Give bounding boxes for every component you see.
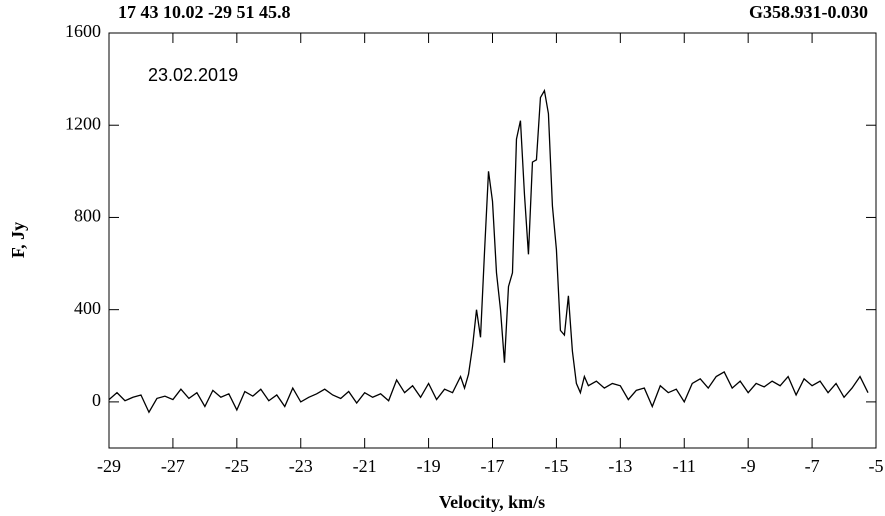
chart-title: G358.931-0.030 <box>749 2 868 22</box>
x-tick-label: -5 <box>869 456 884 476</box>
annotation: 23.02.2019 <box>148 65 238 85</box>
x-tick-label: -7 <box>805 456 820 476</box>
y-tick-label: 1200 <box>65 113 101 133</box>
spectrum-line <box>108 88 869 414</box>
x-tick-label: -27 <box>161 456 185 476</box>
coordinates: 17 43 10.02 -29 51 45.8 <box>118 2 291 22</box>
y-tick-label: 400 <box>74 298 101 318</box>
y-axis-label: F, Jy <box>8 222 28 258</box>
y-tick-label: 800 <box>74 206 101 226</box>
x-tick-label: -9 <box>741 456 756 476</box>
x-tick-label: -21 <box>353 456 377 476</box>
x-tick-label: -17 <box>481 456 505 476</box>
y-tick-label: 0 <box>92 390 101 410</box>
x-tick-label: -25 <box>225 456 249 476</box>
x-tick-label: -29 <box>97 456 121 476</box>
x-axis-label: Velocity, km/s <box>439 492 545 512</box>
y-tick-label: 1600 <box>65 21 101 41</box>
x-tick-label: -11 <box>673 456 696 476</box>
x-tick-label: -15 <box>544 456 568 476</box>
x-tick-label: -19 <box>417 456 441 476</box>
x-tick-label: -23 <box>289 456 313 476</box>
x-tick-label: -13 <box>608 456 632 476</box>
